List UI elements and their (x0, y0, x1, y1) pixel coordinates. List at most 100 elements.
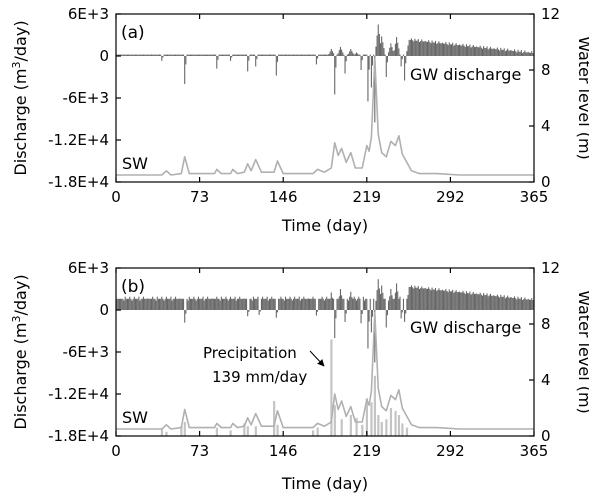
gw-discharge-bar (251, 54, 253, 56)
gw-discharge-bar (284, 54, 287, 56)
gw-discharge-bar (347, 53, 350, 56)
gw-discharge-bar (271, 296, 273, 310)
gw-discharge-bar (462, 290, 464, 310)
gw-discharge-bar (413, 288, 415, 310)
gw-discharge-bar (170, 296, 172, 310)
gw-discharge-bar (361, 310, 363, 314)
gw-discharge-bar (431, 287, 433, 310)
gw-discharge-bar (258, 310, 260, 315)
gw-discharge-bar (322, 298, 324, 310)
gw-discharge-bar (500, 294, 502, 310)
gw-discharge-bar (516, 52, 518, 56)
gw-discharge-bar (475, 293, 477, 310)
y-tick-left-label: -1.2E+4 (48, 131, 109, 149)
gw-discharge-bar (274, 54, 276, 56)
gw-discharge-bar (236, 54, 238, 56)
gw-discharge-bar (227, 54, 229, 56)
gw-discharge-bar (279, 54, 281, 56)
gw-discharge-bar (363, 54, 366, 56)
gw-discharge-bar (279, 298, 281, 310)
gw-discharge-bar (138, 296, 140, 310)
gw-discharge-bar (460, 292, 462, 310)
x-tick-label: 365 (520, 442, 549, 460)
precipitation-bar (394, 410, 397, 436)
gw-discharge-bar (484, 294, 486, 310)
gw-discharge-bar (352, 53, 354, 56)
gw-discharge-bar (180, 54, 182, 56)
gw-discharge-bar (241, 54, 243, 56)
gw-discharge-bar (369, 54, 371, 56)
gw-discharge-bar (205, 54, 208, 56)
gw-discharge-bar (294, 54, 296, 56)
gw-discharge-bar (497, 296, 500, 310)
gw-discharge-bar (160, 54, 162, 56)
precipitation-bar (276, 424, 279, 436)
gw-discharge-bar (455, 43, 457, 56)
gw-discharge-bar (512, 51, 514, 56)
gw-discharge-bar (451, 291, 453, 310)
gw-discharge-bar (194, 54, 196, 56)
gw-discharge-bar (266, 54, 268, 56)
gw-discharge-bar (386, 56, 388, 63)
gw-discharge-bar (350, 291, 352, 310)
gw-discharge-bar (126, 298, 128, 310)
gw-discharge-bar (473, 293, 475, 310)
gw-discharge-bar (288, 298, 290, 310)
gw-discharge-bar (321, 54, 323, 56)
gw-discharge-bar (263, 54, 265, 56)
gw-discharge-bar (208, 298, 210, 310)
gw-discharge-bar (271, 54, 273, 56)
precipitation-bar (215, 427, 218, 436)
gw-discharge-bar (453, 45, 455, 56)
x-tick-label: 73 (190, 188, 209, 206)
gw-discharge-bar (162, 56, 164, 58)
gw-discharge-bar (281, 54, 283, 56)
gw-discharge-bar (422, 41, 424, 56)
gw-discharge-bar (244, 54, 246, 56)
gw-discharge-bar (404, 310, 406, 322)
gw-discharge-bar (163, 54, 165, 56)
gw-discharge-bar (467, 46, 469, 56)
gw-discharge-bar (276, 56, 279, 62)
y-tick-left-label: -6E+3 (62, 89, 109, 107)
gw-discharge-bar (350, 49, 352, 56)
gw-discharge-bar (224, 54, 226, 56)
gw-discharge-bar (346, 54, 348, 56)
gw-discharge-bar (120, 298, 122, 310)
gw-discharge-bar (125, 298, 127, 310)
gw-discharge-bar (357, 298, 359, 310)
gw-discharge-bar (300, 298, 303, 310)
gw-discharge-bar (303, 54, 305, 56)
gw-discharge-bar (265, 54, 267, 56)
gw-discharge-bar (295, 298, 297, 310)
gw-discharge-bar (118, 54, 120, 56)
gw-discharge-bar (229, 296, 232, 310)
gw-discharge-bar (237, 298, 240, 310)
gw-discharge-bar (417, 39, 419, 56)
gw-discharge-bar (278, 54, 280, 56)
gw-discharge-bar (407, 294, 409, 310)
gw-discharge-bar (281, 298, 283, 310)
gw-discharge-bar (131, 54, 133, 56)
gw-discharge-bar (226, 54, 228, 56)
gw-discharge-bar (522, 300, 524, 310)
gw-discharge-bar (396, 283, 398, 310)
gw-discharge-bar (282, 298, 284, 310)
x-tick-label: 292 (436, 188, 465, 206)
y-tick-left-label: -1.2E+4 (48, 385, 109, 403)
gw-discharge-bar (526, 299, 528, 310)
gw-discharge-bar (252, 54, 254, 56)
gw-discharge-bar (178, 54, 180, 56)
gw-discharge-bar (250, 298, 252, 310)
gw-discharge-bar (321, 296, 323, 310)
gw-discharge-bar (330, 292, 332, 310)
gw-discharge-bar (118, 298, 120, 310)
gw-discharge-bar (447, 45, 449, 56)
gw-discharge-bar (439, 43, 441, 56)
gw-discharge-bar (213, 54, 216, 56)
gw-discharge-bar (233, 298, 235, 310)
gw-discharge-bar (201, 54, 203, 56)
gw-discharge-bar (418, 42, 421, 56)
gw-discharge-bar (231, 56, 233, 58)
